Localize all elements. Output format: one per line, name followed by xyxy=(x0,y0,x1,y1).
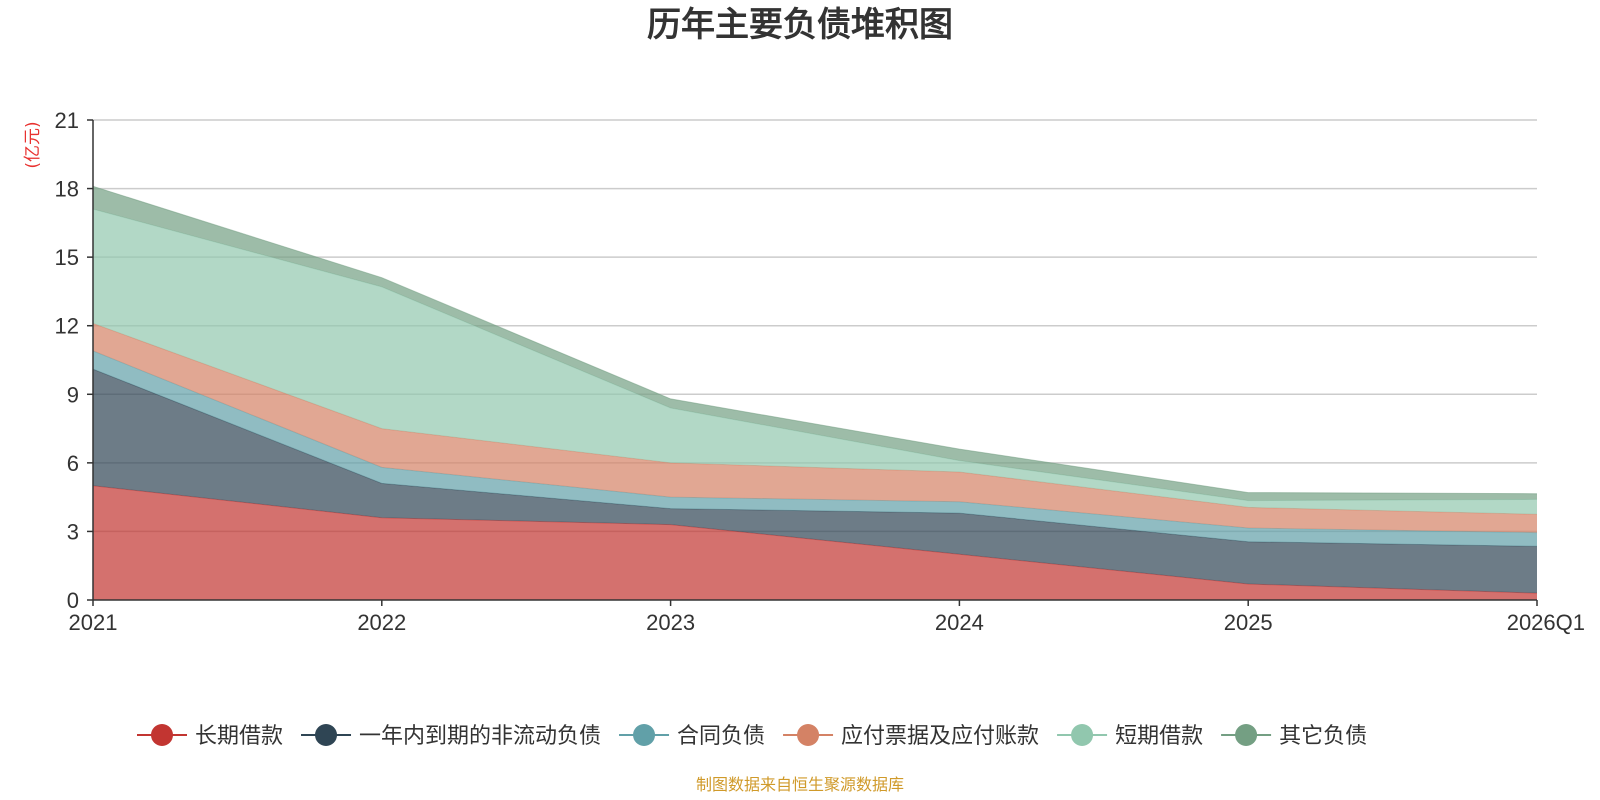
chart-title: 历年主要负债堆积图 xyxy=(647,5,953,45)
legend-label: 一年内到期的非流动负债 xyxy=(359,724,601,749)
legend-dot-icon xyxy=(1235,724,1258,746)
y-axis-ticks: 0 3 6 9 12 15 18 21 xyxy=(55,108,93,613)
legend-label: 合同负债 xyxy=(677,724,765,749)
legend-label: 其它负债 xyxy=(1279,724,1367,749)
legend-item[interactable]: 短期借款 xyxy=(1057,724,1203,749)
legend[interactable]: 长期借款 一年内到期的非流动负债 合同负债 应付票据及应付账款 短期借款 其它负债 xyxy=(137,724,1367,749)
y-tick-label: 3 xyxy=(67,519,79,544)
x-tick-label: 2023 xyxy=(646,610,695,635)
y-tick-label: 12 xyxy=(55,314,79,339)
area-series-group xyxy=(92,185,1538,600)
y-tick-label: 0 xyxy=(67,588,79,613)
legend-dot-icon xyxy=(633,724,656,746)
area-series-2 xyxy=(93,350,1537,547)
legend-label: 短期借款 xyxy=(1115,724,1203,749)
area-series-4 xyxy=(93,209,1537,515)
legend-item[interactable]: 长期借款 xyxy=(137,724,283,749)
area-edge-line-5 xyxy=(92,185,1538,495)
area-series-3 xyxy=(93,323,1537,533)
axes xyxy=(92,120,1537,601)
legend-item[interactable]: 其它负债 xyxy=(1221,724,1367,749)
y-axis-unit-label: (亿元) xyxy=(23,121,43,168)
y-tick-label: 9 xyxy=(67,382,79,407)
y-tick-label: 18 xyxy=(55,177,79,202)
area-series-1 xyxy=(93,369,1537,594)
x-tick-label: 2024 xyxy=(935,610,984,635)
x-axis-ticks: 2021 2022 2023 2024 2025 2026Q1 xyxy=(69,600,1585,635)
area-series-0 xyxy=(93,485,1537,600)
data-source-note: 制图数据来自恒生聚源数据库 xyxy=(696,775,904,794)
legend-dot-icon xyxy=(797,724,820,746)
legend-item[interactable]: 应付票据及应付账款 xyxy=(783,724,1039,749)
legend-label: 长期借款 xyxy=(195,724,283,749)
legend-label: 应付票据及应付账款 xyxy=(841,724,1039,749)
x-tick-label: 2022 xyxy=(357,610,406,635)
legend-dot-icon xyxy=(315,724,338,746)
x-tick-label: 2025 xyxy=(1224,610,1273,635)
legend-item[interactable]: 合同负债 xyxy=(619,724,765,749)
legend-dot-icon xyxy=(1071,724,1094,746)
y-tick-label: 6 xyxy=(67,451,79,476)
x-tick-label: 2026Q1 xyxy=(1507,610,1585,635)
x-tick-label: 2021 xyxy=(69,610,118,635)
legend-dot-icon xyxy=(151,724,173,746)
legend-item[interactable]: 一年内到期的非流动负债 xyxy=(301,724,601,749)
y-tick-label: 15 xyxy=(55,245,79,270)
y-tick-label: 21 xyxy=(55,108,79,133)
